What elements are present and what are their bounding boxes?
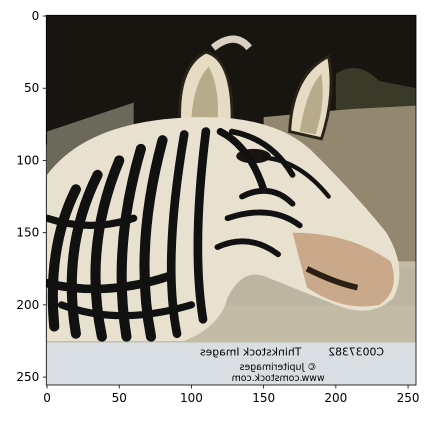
x-tick-label: 200: [324, 391, 347, 405]
watermark-text: © Jupiterimages: [239, 362, 316, 373]
watermark-text: Thinkstock Images: [200, 346, 303, 359]
y-tick-label: 50: [24, 81, 39, 95]
x-tick-label: 150: [252, 391, 275, 405]
y-tick-label: 200: [16, 298, 39, 312]
y-tick-label: 100: [16, 153, 39, 167]
x-tick-label: 250: [397, 391, 420, 405]
x-tick-label: 100: [180, 391, 203, 405]
y-tick-label: 0: [32, 9, 40, 23]
y-tick-label: 250: [16, 370, 39, 384]
x-tick-label: 0: [43, 391, 51, 405]
watermark-text: www.comstock.com: [232, 373, 325, 384]
axes-frame: [45, 14, 417, 386]
watermark-text: C0037382: [328, 346, 384, 359]
y-tick-label: 150: [16, 226, 39, 240]
image: Thinkstock Images C0037382 © Jupiterimages…: [46, 15, 417, 386]
x-tick-label: 50: [112, 391, 127, 405]
